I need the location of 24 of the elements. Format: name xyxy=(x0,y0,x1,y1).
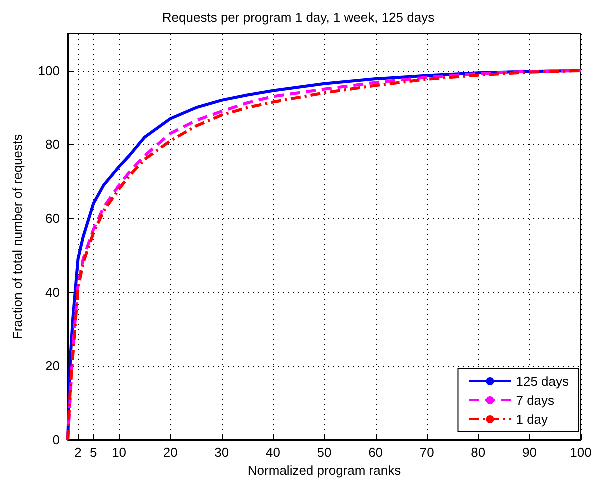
y-tick-label: 40 xyxy=(46,284,60,300)
y-tick-label: 60 xyxy=(46,211,60,226)
x-tick-label: 10 xyxy=(112,445,127,460)
x-tick-label: 5 xyxy=(90,445,98,460)
y-tick-label: 80 xyxy=(46,137,60,152)
y-axis-title: Fraction of total number of requests xyxy=(10,134,25,340)
x-tick-label: 2 xyxy=(74,445,82,460)
x-tick-label: 60 xyxy=(368,445,384,460)
x-tick-label: 80 xyxy=(471,445,486,460)
legend-label: 125 days xyxy=(516,374,570,389)
y-tick-label: 100 xyxy=(38,63,60,78)
y-tick-label: 0 xyxy=(52,432,60,448)
x-tick-label: 100 xyxy=(570,445,592,460)
x-tick-label: 70 xyxy=(420,445,434,460)
legend-label: 1 day xyxy=(516,412,549,427)
x-tick-label: 40 xyxy=(266,445,280,460)
x-axis-title: Normalized program ranks xyxy=(248,463,402,478)
chart-title: Requests per program 1 day, 1 week, 125 days xyxy=(162,10,436,25)
x-tick-label: 20 xyxy=(163,445,178,460)
y-tick-label: 20 xyxy=(46,358,60,374)
legend-label: 7 days xyxy=(516,393,556,408)
x-tick-label: 30 xyxy=(214,445,230,460)
x-tick-label: 90 xyxy=(522,445,537,460)
x-tick-label: 50 xyxy=(317,445,332,460)
